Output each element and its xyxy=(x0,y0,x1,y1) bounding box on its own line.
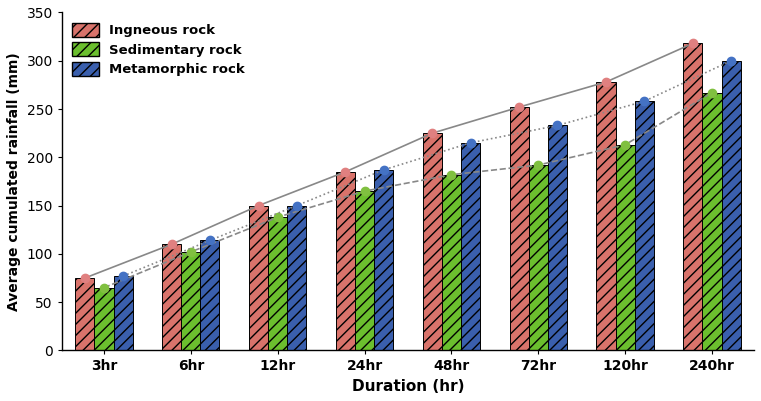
Bar xyxy=(249,206,268,350)
Bar xyxy=(336,172,355,350)
Bar xyxy=(548,126,567,350)
Bar xyxy=(683,43,702,350)
Bar xyxy=(181,252,200,350)
Bar xyxy=(162,244,181,350)
Bar xyxy=(461,143,480,350)
Bar xyxy=(423,133,442,350)
Bar xyxy=(597,82,616,350)
Bar xyxy=(94,288,113,350)
Bar xyxy=(75,278,94,350)
Bar xyxy=(200,240,219,350)
Bar xyxy=(702,93,721,350)
Bar xyxy=(442,175,461,350)
Bar xyxy=(635,101,654,350)
Y-axis label: Average cumulated rainfall (mm): Average cumulated rainfall (mm) xyxy=(7,52,21,311)
Bar xyxy=(374,170,393,350)
Bar xyxy=(355,191,374,350)
Bar xyxy=(529,165,548,350)
Bar xyxy=(616,145,635,350)
X-axis label: Duration (hr): Duration (hr) xyxy=(352,379,464,394)
Bar xyxy=(287,206,307,350)
Bar xyxy=(510,107,529,350)
Bar xyxy=(721,61,740,350)
Bar xyxy=(113,276,132,350)
Legend: Ingneous rock, Sedimentary rock, Metamorphic rock: Ingneous rock, Sedimentary rock, Metamor… xyxy=(68,19,249,80)
Bar xyxy=(268,217,287,350)
